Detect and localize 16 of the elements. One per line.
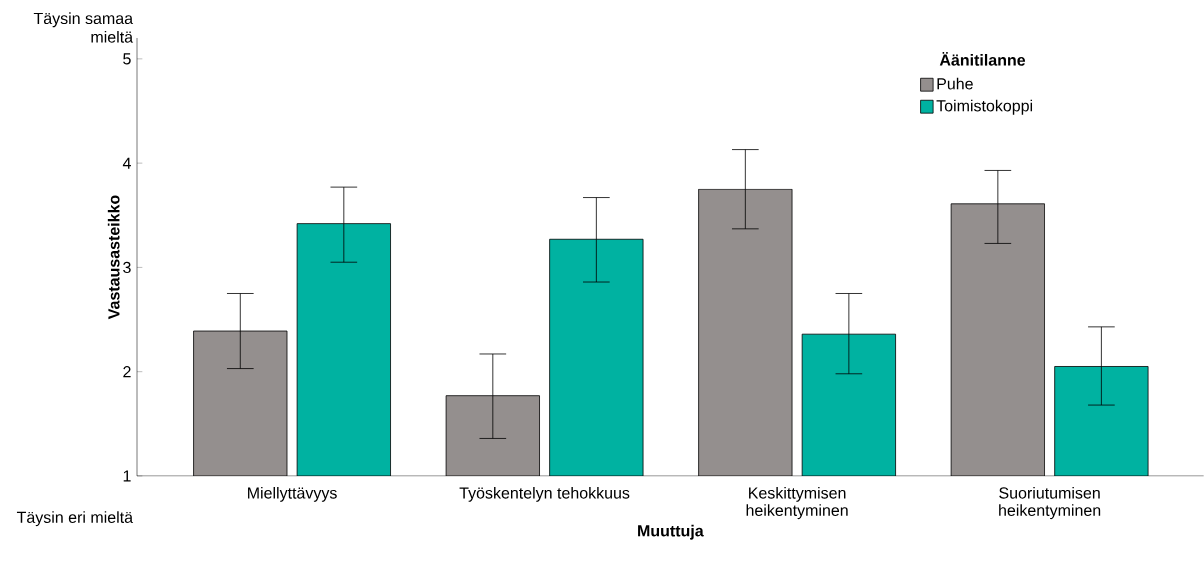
y-tick-label: 2 (123, 366, 131, 378)
y-tick-label: 1 (123, 470, 131, 482)
x-tick-label: Työskentelyn tehokkuus (459, 486, 630, 502)
text: Täysin samaa mieltä (33, 12, 134, 43)
y-tick-label: 4 (122, 157, 131, 169)
y-tick-label: 5 (123, 53, 131, 65)
legend-label: Toimistokoppi (936, 99, 1033, 115)
y-tick-label: 3 (123, 261, 131, 274)
x-axis-title: Muuttuja (638, 524, 704, 540)
text: Täysin eri mieltä (16, 511, 134, 527)
legend-title: Äänitilanne (939, 51, 1026, 66)
y-axis-title: Vastausasteikko (107, 195, 120, 320)
x-tick-label: Suoriutumisen heikentyminen (999, 486, 1101, 520)
x-tick-label: Miellyttävyys (248, 486, 337, 502)
x-tick-label: Keskittymisen heikentyminen (746, 486, 848, 520)
legend-label: Puhe (937, 77, 973, 90)
